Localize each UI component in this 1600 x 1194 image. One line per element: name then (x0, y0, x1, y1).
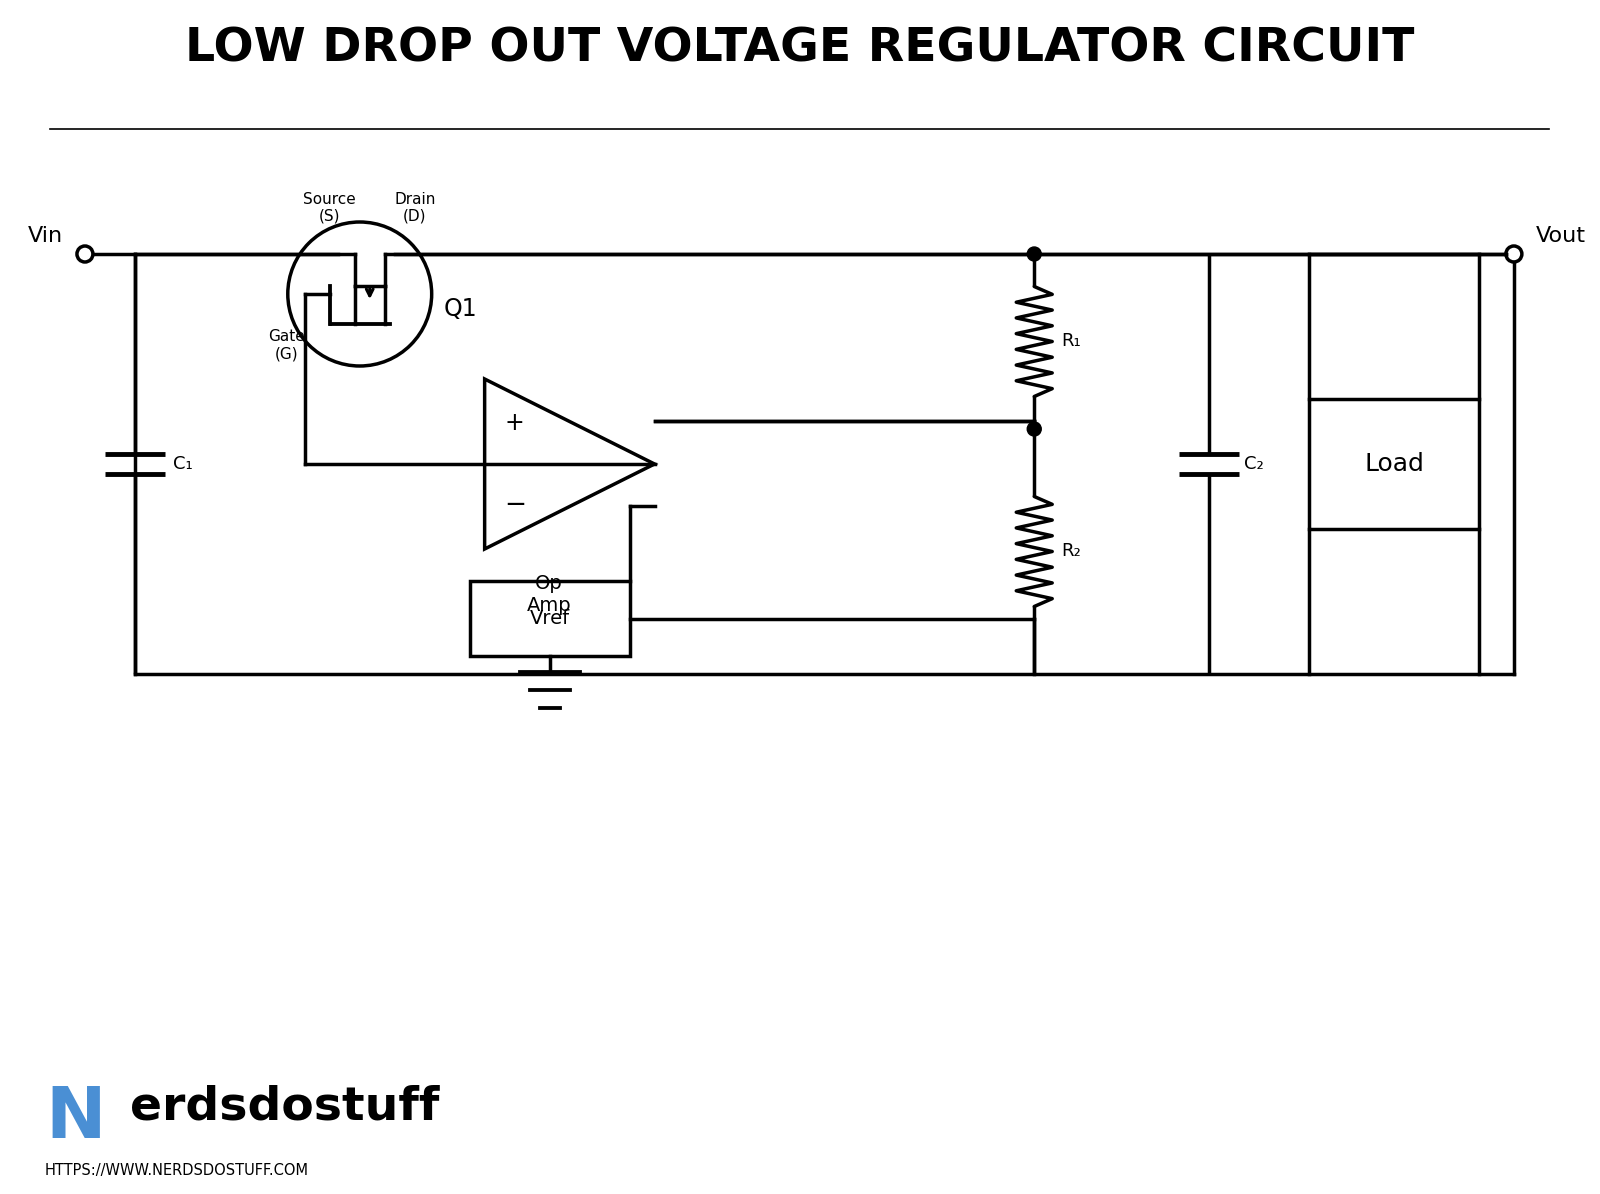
Text: Op
Amp: Op Amp (526, 574, 571, 615)
Text: C₁: C₁ (173, 455, 192, 473)
Text: +: + (504, 411, 525, 435)
Text: erdsdostuff: erdsdostuff (130, 1084, 440, 1130)
Text: Vref: Vref (530, 609, 570, 628)
Text: Vin: Vin (27, 226, 62, 246)
Text: R₂: R₂ (1061, 542, 1082, 560)
Text: C₂: C₂ (1245, 455, 1264, 473)
Text: HTTPS://WWW.NERDSDOSTUFF.COM: HTTPS://WWW.NERDSDOSTUFF.COM (45, 1163, 309, 1178)
Text: R₁: R₁ (1061, 332, 1082, 351)
Text: Drain
(D): Drain (D) (394, 191, 435, 224)
Circle shape (1027, 247, 1042, 261)
Circle shape (1027, 421, 1042, 436)
Bar (1309, 399, 1478, 529)
Text: Vout: Vout (1536, 226, 1586, 246)
Text: Load: Load (1365, 453, 1424, 476)
Text: LOW DROP OUT VOLTAGE REGULATOR CIRCUIT: LOW DROP OUT VOLTAGE REGULATOR CIRCUIT (184, 26, 1414, 72)
Text: N: N (45, 1084, 106, 1153)
Text: Q1: Q1 (443, 297, 477, 321)
Text: −: − (504, 492, 526, 518)
Bar (470, 581, 629, 657)
Text: Gate
(G): Gate (G) (269, 330, 306, 362)
Text: Source
(S): Source (S) (304, 191, 357, 224)
